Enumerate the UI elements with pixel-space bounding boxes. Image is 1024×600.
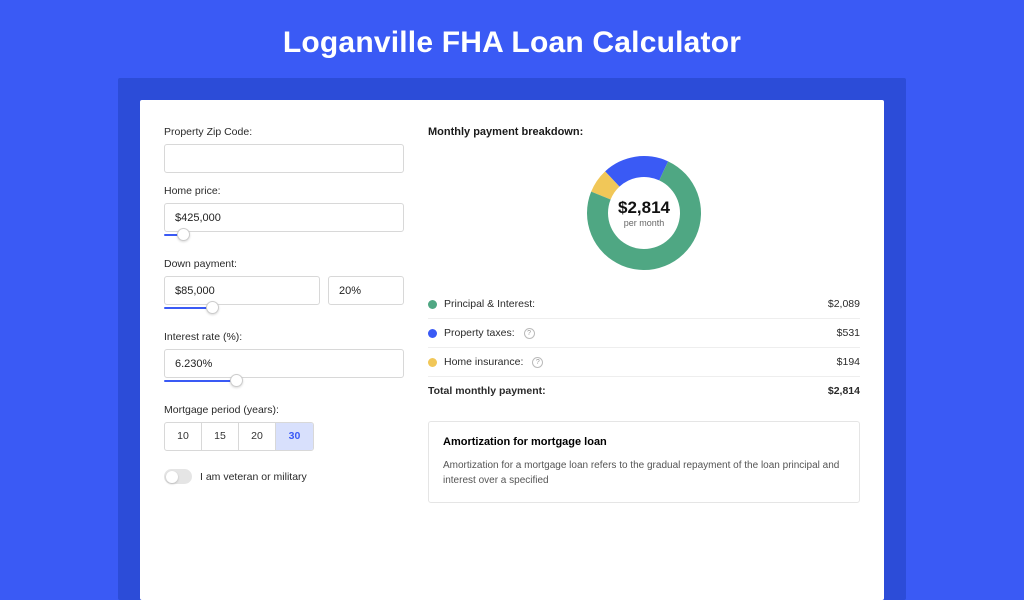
interest-rate-label: Interest rate (%): (164, 331, 404, 343)
form-column: Property Zip Code: Home price: Down paym… (164, 126, 404, 590)
donut-center-sub: per month (618, 218, 670, 228)
amortization-text: Amortization for a mortgage loan refers … (443, 458, 845, 488)
total-row: Total monthly payment: $2,814 (428, 377, 860, 405)
period-option-10[interactable]: 10 (165, 423, 202, 450)
donut-chart: $2,814 per month (583, 152, 705, 274)
breakdown-column: Monthly payment breakdown: $2,814 per mo… (428, 126, 860, 590)
toggle-knob (166, 471, 178, 483)
slider-thumb[interactable] (177, 228, 190, 241)
interest-rate-input[interactable] (164, 349, 404, 378)
breakdown-row: Home insurance:? $194 (428, 348, 860, 377)
breakdown-row: Property taxes:? $531 (428, 319, 860, 348)
breakdown-label: Property taxes: (444, 327, 515, 339)
total-label: Total monthly payment: (428, 385, 546, 397)
panel-shadow: Property Zip Code: Home price: Down paym… (118, 78, 906, 600)
calculator-panel: Property Zip Code: Home price: Down paym… (140, 100, 884, 600)
help-icon[interactable]: ? (524, 328, 535, 339)
help-icon[interactable]: ? (532, 357, 543, 368)
breakdown-label: Home insurance: (444, 356, 523, 368)
donut-center-value: $2,814 (618, 198, 670, 218)
period-option-30[interactable]: 30 (276, 423, 313, 450)
breakdown-title: Monthly payment breakdown: (428, 126, 860, 138)
home-price-input[interactable] (164, 203, 404, 232)
veteran-toggle[interactable] (164, 469, 192, 484)
legend-dot (428, 329, 437, 338)
slider-thumb[interactable] (206, 301, 219, 314)
page-title: Loganville FHA Loan Calculator (0, 0, 1024, 78)
breakdown-value: $2,089 (828, 298, 860, 310)
breakdown-label: Principal & Interest: (444, 298, 535, 310)
amortization-section: Amortization for mortgage loan Amortizat… (428, 421, 860, 503)
down-payment-pct-input[interactable] (328, 276, 404, 305)
slider-thumb[interactable] (230, 374, 243, 387)
down-payment-label: Down payment: (164, 258, 404, 270)
down-payment-slider[interactable] (164, 305, 404, 321)
legend-dot (428, 300, 437, 309)
home-price-label: Home price: (164, 185, 404, 197)
zip-input[interactable] (164, 144, 404, 173)
period-option-20[interactable]: 20 (239, 423, 276, 450)
period-label: Mortgage period (years): (164, 404, 404, 416)
breakdown-row: Principal & Interest: $2,089 (428, 290, 860, 319)
home-price-slider[interactable] (164, 232, 404, 248)
interest-rate-slider[interactable] (164, 378, 404, 394)
amortization-title: Amortization for mortgage loan (443, 436, 845, 448)
total-value: $2,814 (828, 385, 860, 397)
period-selector: 10152030 (164, 422, 314, 451)
breakdown-value: $531 (837, 327, 860, 339)
veteran-label: I am veteran or military (200, 471, 307, 483)
zip-label: Property Zip Code: (164, 126, 404, 138)
legend-dot (428, 358, 437, 367)
breakdown-value: $194 (837, 356, 860, 368)
down-payment-input[interactable] (164, 276, 320, 305)
period-option-15[interactable]: 15 (202, 423, 239, 450)
